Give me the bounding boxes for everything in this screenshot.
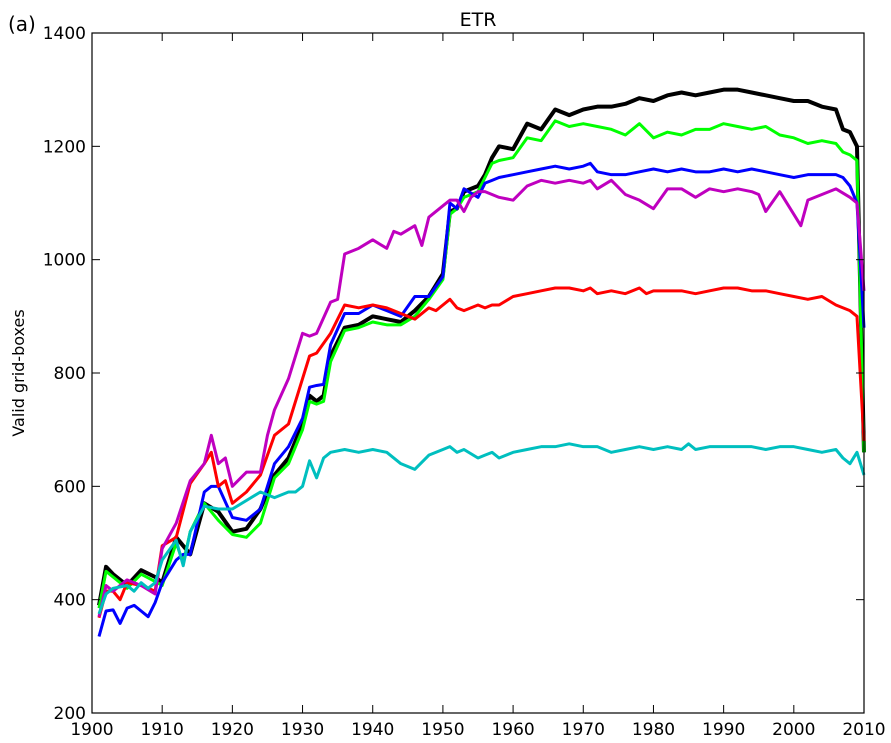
series-line-6 — [97, 442, 866, 615]
y-tick-label: 600 — [54, 477, 86, 497]
chart-title: ETR — [460, 9, 497, 31]
series-layer — [97, 87, 866, 637]
y-tick-label: 800 — [54, 364, 86, 384]
series-line-1 — [97, 87, 866, 606]
x-tick-label: 1990 — [702, 720, 745, 740]
x-tick-label: 2010 — [842, 720, 885, 740]
x-tick-label: 1950 — [421, 720, 464, 740]
x-tick-label: 1940 — [351, 720, 394, 740]
x-tick-label: 1960 — [491, 720, 534, 740]
x-tick-label: 1930 — [281, 720, 324, 740]
x-tick-label: 2000 — [772, 720, 815, 740]
y-axis-label: Valid grid-boxes — [9, 309, 28, 436]
x-tick-label: 1980 — [632, 720, 675, 740]
x-tick-label: 1970 — [562, 720, 605, 740]
panel-label: (a) — [8, 12, 36, 36]
y-tick-label: 1200 — [43, 137, 86, 157]
y-tick-label: 1000 — [43, 251, 86, 271]
series-line-3 — [97, 161, 866, 637]
plot-frame — [91, 32, 865, 714]
y-tick-label: 200 — [54, 704, 86, 724]
x-tick-label: 1910 — [141, 720, 184, 740]
series-line-2 — [97, 119, 866, 609]
ticks-layer: 1900 1910 1920 1930 1940 1950 1960 1970 1980 1990… — [43, 24, 886, 740]
series-line-5 — [97, 178, 866, 617]
y-tick-label: 400 — [54, 591, 86, 611]
y-tick-label: 1400 — [43, 24, 86, 44]
x-tick-label: 1920 — [211, 720, 254, 740]
x-tick-label: 1900 — [70, 720, 113, 740]
series-line-4 — [97, 286, 866, 619]
